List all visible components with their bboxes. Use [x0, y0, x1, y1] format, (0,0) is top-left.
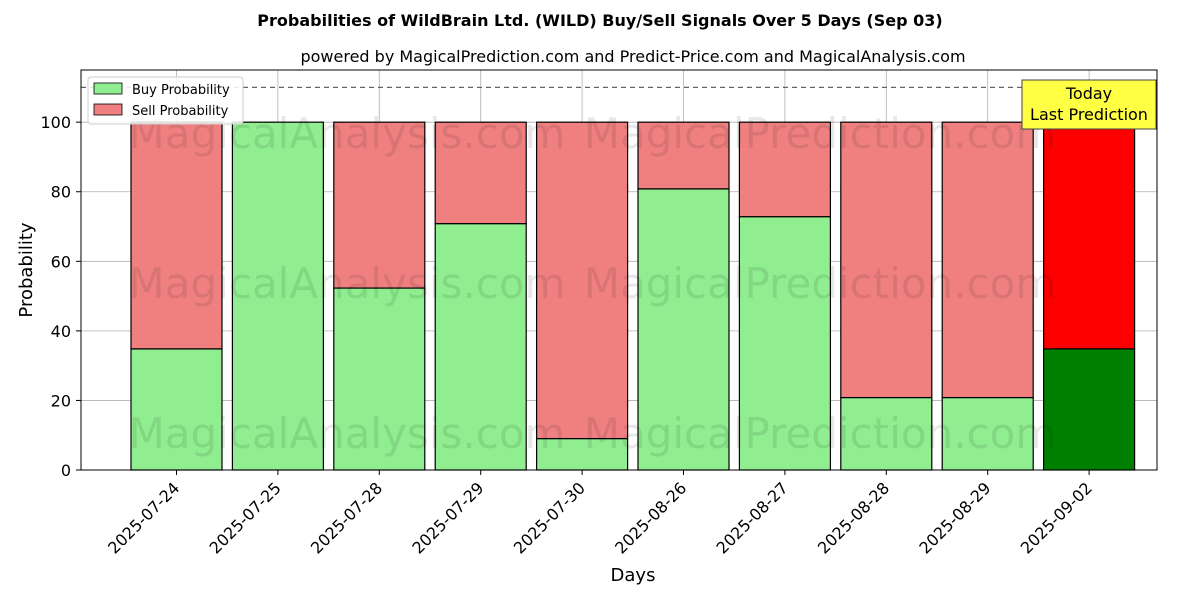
watermark-3: MagicalPrediction.com — [584, 259, 1057, 308]
y-tick-label-0: 0 — [61, 461, 71, 480]
y-tick-label-3: 60 — [51, 252, 71, 271]
watermark-1: MagicalPrediction.com — [584, 109, 1057, 158]
bar-sell-2025-07-28 — [333, 121, 426, 289]
bar-buy-2025-07-30 — [535, 438, 629, 471]
legend-swatch-sell — [93, 103, 123, 116]
y-tick-label-2: 40 — [51, 322, 71, 341]
bar-buy-2025-08-27 — [738, 216, 832, 471]
today-annotation-box — [1021, 79, 1157, 130]
x-tick-label-2: 2025-07-28 — [307, 478, 386, 557]
plot-frame — [80, 69, 1158, 471]
x-tick-label-9: 2025-09-02 — [1017, 478, 1096, 557]
watermark-4: MagicalAnalysis.com — [129, 409, 566, 458]
chart-subtitle: powered by MagicalPrediction.com and Pre… — [300, 47, 965, 66]
bar-buy-2025-08-26 — [637, 188, 730, 471]
bar-sell-2025-07-29 — [434, 121, 527, 225]
x-axis: 2025-07-24 2025-07-25 2025-07-28 2025-07-29… — [104, 470, 1096, 558]
legend-label-sell: Sell Probability — [132, 104, 229, 119]
bar-buy-2025-07-28 — [333, 287, 426, 471]
x-tick-label-5: 2025-08-26 — [611, 478, 690, 557]
bar-buy-2025-08-29 — [941, 397, 1034, 471]
bar-buy-2025-08-28 — [840, 397, 933, 471]
x-axis-label: Days — [611, 565, 656, 586]
legend-swatch-buy — [93, 82, 123, 95]
chart-title: Probabilities of WildBrain Ltd. (WILD) B… — [257, 11, 942, 30]
x-tick-label-3: 2025-07-29 — [408, 478, 487, 557]
watermarks: MagicalAnalysis.com MagicalPrediction.com… — [129, 109, 1057, 458]
bar-sell-2025-08-26 — [637, 121, 730, 190]
today-annotation: Today Last Prediction — [1021, 79, 1157, 130]
legend: Buy Probability Sell Probability — [87, 76, 244, 125]
x-tick-label-0: 2025-07-24 — [104, 478, 183, 557]
bar-sell-2025-08-27 — [738, 121, 832, 218]
y-tick-label-4: 80 — [51, 183, 71, 202]
bars-group — [130, 121, 1136, 471]
legend-box — [87, 76, 244, 125]
x-tick-label-6: 2025-08-27 — [713, 478, 792, 557]
today-annotation-line2: Last Prediction — [1030, 105, 1148, 124]
watermark-2: MagicalAnalysis.com — [129, 259, 566, 308]
bar-sell-2025-09-02 — [1042, 121, 1136, 350]
y-tick-label-1: 20 — [51, 391, 71, 410]
bar-buy-2025-09-02 — [1042, 348, 1136, 471]
bar-sell-2025-08-28 — [840, 121, 933, 399]
y-tick-label-5: 100 — [40, 113, 71, 132]
y-axis: 0 20 40 60 80 100 — [40, 113, 81, 480]
x-tick-label-1: 2025-07-25 — [206, 478, 285, 557]
x-tick-label-8: 2025-08-29 — [915, 478, 994, 557]
watermark-5: MagicalPrediction.com — [584, 409, 1057, 458]
legend-label-buy: Buy Probability — [132, 83, 230, 98]
x-tick-label-7: 2025-08-28 — [814, 478, 893, 557]
bar-sell-2025-08-29 — [941, 121, 1034, 399]
x-tick-label-4: 2025-07-30 — [510, 478, 589, 557]
today-annotation-line1: Today — [1065, 84, 1112, 103]
y-axis-label: Probability — [16, 222, 37, 317]
bar-sell-2025-07-24 — [130, 121, 223, 350]
bar-buy-2025-07-29 — [434, 223, 527, 471]
